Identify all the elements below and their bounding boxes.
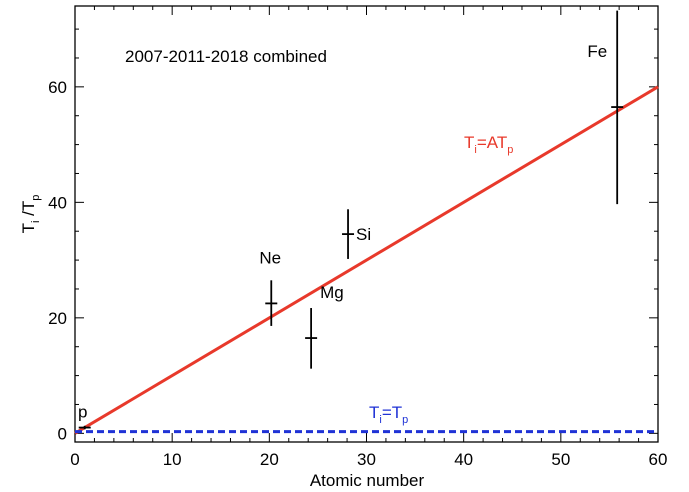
- x-tick-label: 60: [649, 450, 668, 469]
- equal-line-label: Ti=Tp: [369, 403, 408, 426]
- equal-line-label-sub2: p: [402, 414, 408, 426]
- y-axis-label-main: T: [19, 223, 38, 233]
- plot-area: 0 10 20 30 40 50 60 0 20 40 60 p Ne Mg Si Fe: [48, 5, 668, 469]
- point-label-mg: Mg: [320, 283, 344, 302]
- point-label-p: p: [78, 403, 87, 422]
- x-tick-label: 10: [163, 450, 182, 469]
- fit-line-label: Ti=ATp: [464, 133, 513, 156]
- y-tick-label: 0: [58, 424, 67, 443]
- y-axis-label: Ti /Tp: [19, 195, 42, 234]
- x-tick-label: 0: [70, 450, 79, 469]
- equal-line-label-mid: =T: [382, 403, 402, 422]
- x-tick-label: 20: [260, 450, 279, 469]
- fit-line-label-sub1: i: [474, 144, 476, 156]
- y-tick-label: 40: [48, 193, 67, 212]
- x-tick-label: 30: [357, 450, 376, 469]
- x-axis-label: Atomic number: [310, 471, 425, 490]
- fit-line-label-main: T: [464, 133, 474, 152]
- point-label-fe: Fe: [587, 42, 607, 61]
- y-axis-label-sub2: p: [30, 195, 42, 201]
- y-tick-label: 20: [48, 309, 67, 328]
- plot-frame: [74, 5, 659, 443]
- point-label-si: Si: [356, 225, 371, 244]
- x-tick-label: 40: [454, 450, 473, 469]
- equal-line-label-sub1: i: [379, 414, 381, 426]
- x-tick-label: 50: [551, 450, 570, 469]
- y-axis-label-mid: /T: [19, 201, 38, 221]
- equal-line-label-main: T: [369, 403, 379, 422]
- y-axis-label-sub1: i: [30, 221, 42, 223]
- y-tick-label: 60: [48, 78, 67, 97]
- fit-line-label-sub2: p: [507, 144, 513, 156]
- fit-line-label-mid: =AT: [477, 133, 507, 152]
- fit-line: [74, 85, 659, 435]
- chart-annotation: 2007-2011-2018 combined: [125, 47, 327, 66]
- point-label-ne: Ne: [259, 248, 281, 267]
